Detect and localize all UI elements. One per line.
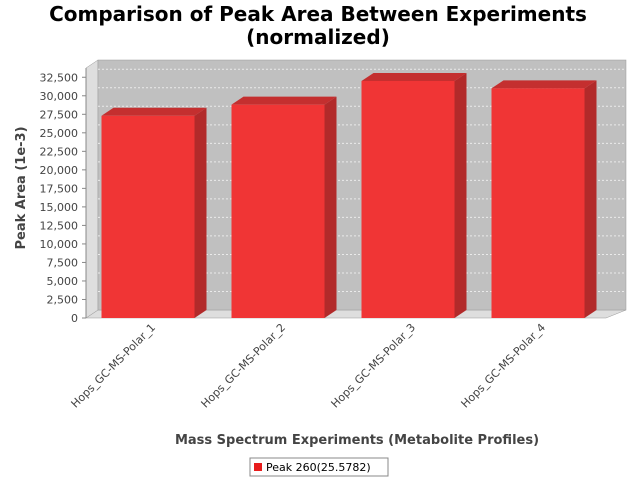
y-tick-label: 20,000 <box>40 164 79 177</box>
y-tick-label: 22,500 <box>40 145 79 158</box>
x-tick-label: Hops_GC-MS-Polar_2 <box>199 321 289 411</box>
bar-top <box>491 80 597 89</box>
bar <box>231 104 325 319</box>
bar <box>491 88 585 319</box>
x-tick-label: Hops_GC-MS-Polar_3 <box>329 321 419 411</box>
y-tick-label: 17,500 <box>40 182 79 195</box>
y-tick-label: 7,500 <box>47 256 79 269</box>
y-tick-label: 15,000 <box>40 201 79 214</box>
bar-side <box>194 107 207 319</box>
y-tick-label: 25,000 <box>40 127 79 140</box>
bar-top <box>231 96 337 105</box>
y-tick-label: 0 <box>71 312 78 325</box>
y-tick-label: 32,500 <box>40 71 79 84</box>
y-tick-label: 12,500 <box>40 219 79 232</box>
y-tick-label: 30,000 <box>40 90 79 103</box>
x-axis-ticks: Hops_GC-MS-Polar_1 Hops_GC-MS-Polar_2 Hops… <box>69 321 549 411</box>
bar <box>361 80 455 319</box>
bar <box>101 115 195 319</box>
x-tick-label: Hops_GC-MS-Polar_1 <box>69 321 159 411</box>
bar-top <box>101 107 207 116</box>
x-tick-label: Hops_GC-MS-Polar_4 <box>459 321 549 411</box>
legend-box <box>249 457 389 477</box>
y-tick-label: 10,000 <box>40 238 79 251</box>
y-tick-label: 5,000 <box>47 275 79 288</box>
y-axis-ticks: 0 2,500 5,000 7,500 10,000 12,500 15,000 17,500… <box>40 71 86 325</box>
legend: Peak 260(25.5782) <box>249 457 389 477</box>
y-tick-label: 2,500 <box>47 293 79 306</box>
bar-side <box>324 96 337 319</box>
y-tick-label: 27,500 <box>40 108 79 121</box>
bars <box>101 72 597 319</box>
chart-subtitle: (normalized) <box>246 25 390 49</box>
bar-side <box>584 80 597 319</box>
legend-label: Peak 260(25.5782) <box>266 461 371 474</box>
plot-side-wall <box>85 59 99 319</box>
bar-top <box>361 72 467 81</box>
legend-swatch <box>254 463 262 471</box>
chart-title: Comparison of Peak Area Between Experime… <box>49 2 587 26</box>
x-axis-label: Mass Spectrum Experiments (Metabolite Pr… <box>175 433 539 448</box>
y-axis-label: Peak Area (1e-3) <box>14 126 29 249</box>
bar-side <box>454 72 467 319</box>
